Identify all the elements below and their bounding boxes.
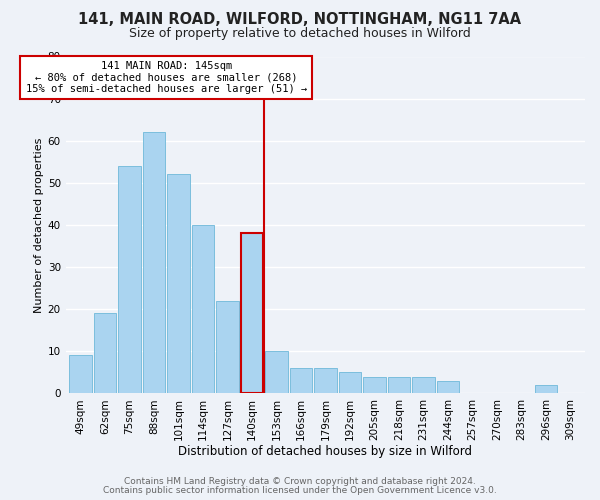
Text: Size of property relative to detached houses in Wilford: Size of property relative to detached ho… [129, 28, 471, 40]
Bar [290, 368, 312, 394]
Y-axis label: Number of detached properties: Number of detached properties [34, 137, 44, 312]
Text: Contains public sector information licensed under the Open Government Licence v3: Contains public sector information licen… [103, 486, 497, 495]
Bar [437, 380, 459, 394]
Text: 141 MAIN ROAD: 145sqm
← 80% of detached houses are smaller (268)
15% of semi-det: 141 MAIN ROAD: 145sqm ← 80% of detached … [26, 60, 307, 94]
X-axis label: Distribution of detached houses by size in Wilford: Distribution of detached houses by size … [178, 444, 472, 458]
Text: 141, MAIN ROAD, WILFORD, NOTTINGHAM, NG11 7AA: 141, MAIN ROAD, WILFORD, NOTTINGHAM, NG1… [79, 12, 521, 28]
Bar [535, 385, 557, 394]
Bar [216, 300, 239, 394]
Bar [118, 166, 140, 394]
Bar [265, 351, 287, 394]
Bar [94, 314, 116, 394]
Bar [69, 356, 92, 394]
Bar [167, 174, 190, 394]
Text: Contains HM Land Registry data © Crown copyright and database right 2024.: Contains HM Land Registry data © Crown c… [124, 477, 476, 486]
Bar [241, 234, 263, 394]
Bar [363, 376, 386, 394]
Bar [412, 376, 434, 394]
Bar [143, 132, 165, 394]
Bar [388, 376, 410, 394]
Bar [314, 368, 337, 394]
Bar [191, 225, 214, 394]
Bar [338, 372, 361, 394]
